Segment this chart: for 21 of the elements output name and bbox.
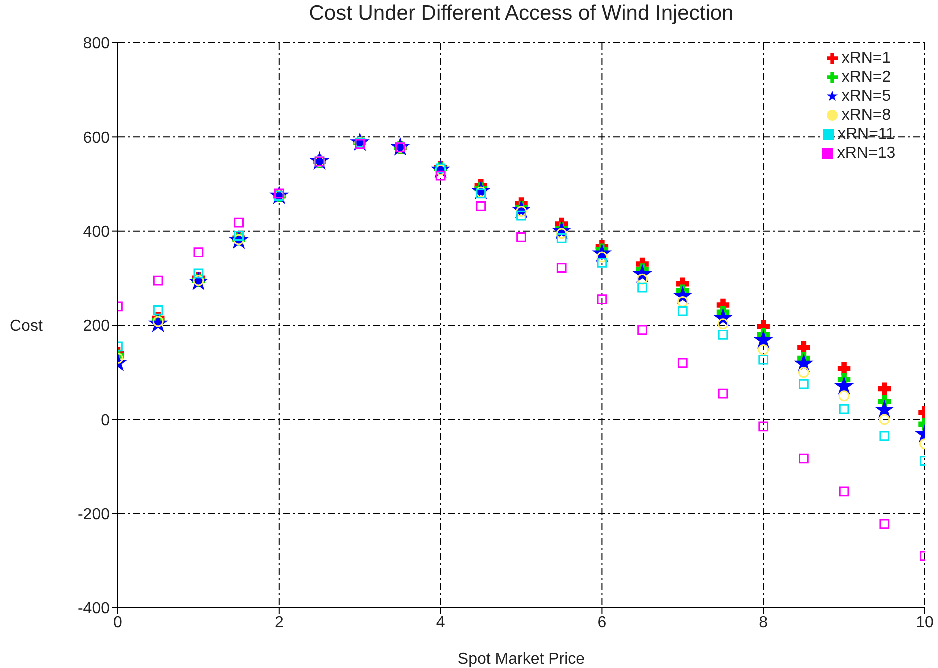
legend-label: xRN=5 — [842, 88, 892, 105]
y-tick-label: -400 — [78, 600, 110, 618]
x-tick-label: 2 — [274, 614, 284, 632]
legend-label: xRN=1 — [842, 50, 892, 67]
legend-label: xRN=8 — [842, 107, 892, 124]
y-tick-label: -200 — [78, 506, 110, 524]
legend-label: xRN=2 — [842, 69, 892, 86]
y-tick-label: 400 — [83, 224, 110, 242]
y-axis-title: Cost — [10, 318, 44, 336]
y-tick-label: 600 — [83, 130, 110, 147]
x-tick-label: 6 — [598, 614, 607, 632]
chart-title: Cost Under Different Access of Wind Injection — [308, 2, 735, 26]
x-axis-title: Spot Market Price — [458, 651, 586, 668]
x-tick-label: 0 — [114, 614, 123, 632]
y-tick-label: 200 — [83, 318, 110, 336]
legend-label: xRN=13 — [837, 145, 896, 162]
x-tick-label: 4 — [436, 614, 446, 632]
y-tick-label: 0 — [101, 412, 110, 430]
y-tick-label: 800 — [83, 36, 110, 53]
x-tick-label: 8 — [759, 614, 768, 632]
x-tick-label: 10 — [916, 614, 934, 632]
